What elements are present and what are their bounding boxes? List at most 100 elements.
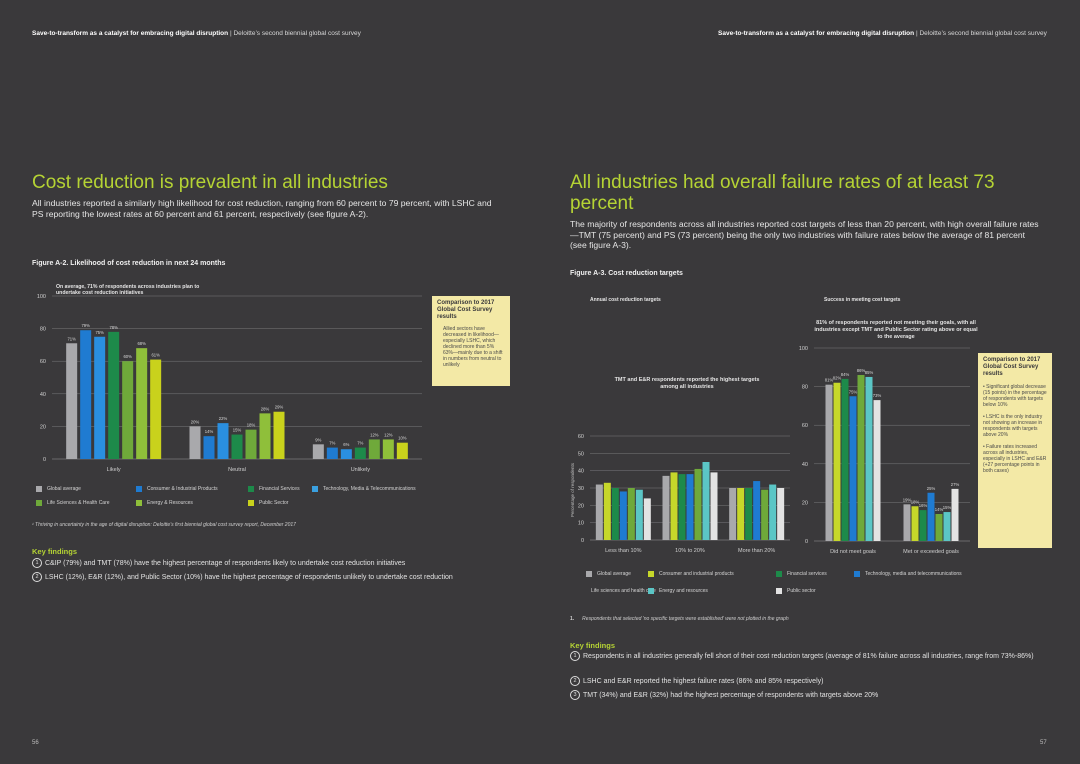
bar-value-label: 61% xyxy=(151,353,160,358)
a2-legend-item: Technology, Media & Telecommunications xyxy=(312,486,482,492)
legend-label: Consumer and industrial products xyxy=(659,571,734,577)
a2-box-body: Allied sectors have decreased in likelih… xyxy=(443,326,503,368)
y-tick-label: 20 xyxy=(802,500,808,506)
bar xyxy=(217,423,229,459)
a2-legend-item: Public Sector xyxy=(248,500,312,506)
legend-swatch-lshc xyxy=(36,500,42,506)
legend-label: Consumer & Industrial Products xyxy=(147,486,218,492)
y-tick-label: 40 xyxy=(802,462,808,468)
bar-value-label: 79% xyxy=(81,323,90,328)
y-tick-label: 50 xyxy=(578,451,584,457)
left-page-title: Cost reduction is prevalent in all indus… xyxy=(32,172,388,193)
y-tick-label: 60 xyxy=(40,359,46,365)
right-key-finding-3: 3 TMT (34%) and E&R (32%) had the highest… xyxy=(570,690,1050,701)
box-item-text: Failure rates increased across all indus… xyxy=(983,444,1047,474)
bar xyxy=(635,489,643,540)
bar xyxy=(643,498,651,540)
left-lead-paragraph: All industries reported a similarly high… xyxy=(32,198,492,219)
legend-swatch-financial xyxy=(248,486,254,492)
legend-label: Public Sector xyxy=(259,500,289,506)
bar xyxy=(729,488,737,540)
legend-label: Life Sciences & Health Care xyxy=(47,500,110,506)
bar xyxy=(340,449,352,459)
finding-text: TMT (34%) and E&R (32%) had the highest … xyxy=(583,691,879,699)
legend-swatch-energy xyxy=(648,588,654,594)
y-axis-label: Percentage of respondents xyxy=(570,462,575,517)
bar xyxy=(595,484,603,540)
finding-number: 3 xyxy=(570,690,580,700)
bar xyxy=(777,488,785,540)
right-key-findings-title: Key findings xyxy=(570,641,616,650)
bar-value-label: 85% xyxy=(865,370,874,375)
finding-text: C&IP (79%) and TMT (78%) have the highes… xyxy=(45,559,406,567)
bar-value-label: 71% xyxy=(67,336,76,341)
legend-swatch-consumer xyxy=(648,571,654,577)
legend-label: Public sector xyxy=(787,588,816,594)
a3-subtitle-targets: Annual cost reduction targets xyxy=(590,297,661,303)
bar xyxy=(769,484,777,540)
bar xyxy=(951,488,959,541)
legend-swatch-global xyxy=(36,486,42,492)
finding-number: 1 xyxy=(570,651,580,661)
bar xyxy=(396,442,408,459)
a3-box-item: • Significant global decrease (15 points… xyxy=(983,384,1047,408)
a3-legend: Global average Consumer and industrial p… xyxy=(586,571,1046,594)
bar-value-label: 12% xyxy=(384,432,393,437)
bar-value-label: 22% xyxy=(219,416,228,421)
a3-comparison-box: Comparison to 2017 Global Cost Survey re… xyxy=(978,353,1052,548)
bar-value-label: 78% xyxy=(109,325,118,330)
bar xyxy=(108,331,120,459)
bar-value-label: 29% xyxy=(275,405,284,410)
bar-value-label: 18% xyxy=(247,423,256,428)
bar xyxy=(927,492,935,541)
bar xyxy=(943,512,951,541)
a3-box-item: • Failure rates increased across all ind… xyxy=(983,444,1047,474)
bar xyxy=(259,413,271,459)
bar xyxy=(122,361,134,459)
bar xyxy=(136,348,148,459)
bar-value-label: 75% xyxy=(849,389,858,394)
bar xyxy=(919,510,927,541)
bar xyxy=(694,468,702,540)
footnote-text: Respondents that selected 'no specific t… xyxy=(582,616,789,622)
bar xyxy=(935,513,943,541)
bar-value-label: 75% xyxy=(95,330,104,335)
legend-label: Energy and resources xyxy=(659,588,708,594)
figure-a3-success-chart: 0 20 40 60 80 100 81% 82%84% 75% 86% 85% 73% Did not… xyxy=(799,346,970,555)
bar xyxy=(753,481,761,540)
bar xyxy=(231,434,243,459)
bar xyxy=(627,488,635,540)
bar xyxy=(686,474,694,540)
left-page-number: 56 xyxy=(32,740,39,746)
box-item-text: Significant global decrease (15 points) … xyxy=(983,384,1047,408)
bar xyxy=(312,444,324,459)
bar xyxy=(903,504,911,541)
y-tick-label: 20 xyxy=(40,424,46,430)
a2-legend-item: Financial Services xyxy=(248,486,312,492)
a3-legend-item: Global average xyxy=(586,571,648,577)
y-tick-label: 80 xyxy=(40,327,46,333)
legend-swatch-financial xyxy=(776,571,782,577)
x-category-label: 10% to 20% xyxy=(675,548,705,554)
y-tick-label: 60 xyxy=(578,434,584,440)
bar xyxy=(662,475,670,540)
a2-comparison-box: Comparison to 2017 Global Cost Survey re… xyxy=(432,296,510,386)
legend-swatch-global xyxy=(586,571,592,577)
right-key-finding-1: 1 Respondents in all industries generally… xyxy=(570,651,1050,662)
left-page-header: Save-to-transform as a catalyst for embr… xyxy=(32,30,361,37)
y-tick-label: 0 xyxy=(43,457,46,463)
y-tick-label: 40 xyxy=(40,392,46,398)
y-tick-label: 100 xyxy=(37,294,46,300)
x-category-label: More than 20% xyxy=(738,548,775,554)
legend-label: Technology, media and telecommunications xyxy=(865,571,962,577)
bar xyxy=(80,330,92,459)
y-tick-label: 40 xyxy=(578,469,584,475)
bar xyxy=(865,376,873,541)
left-key-finding-1: 1 C&IP (79%) and TMT (78%) have the highe… xyxy=(32,558,532,569)
bar xyxy=(382,439,394,459)
bar-value-label: 6% xyxy=(343,442,349,447)
a3-legend-item: Financial services xyxy=(776,571,854,577)
a2-legend-item: Global average xyxy=(36,486,136,492)
bar-value-label: 20% xyxy=(191,419,200,424)
bar xyxy=(245,429,257,459)
